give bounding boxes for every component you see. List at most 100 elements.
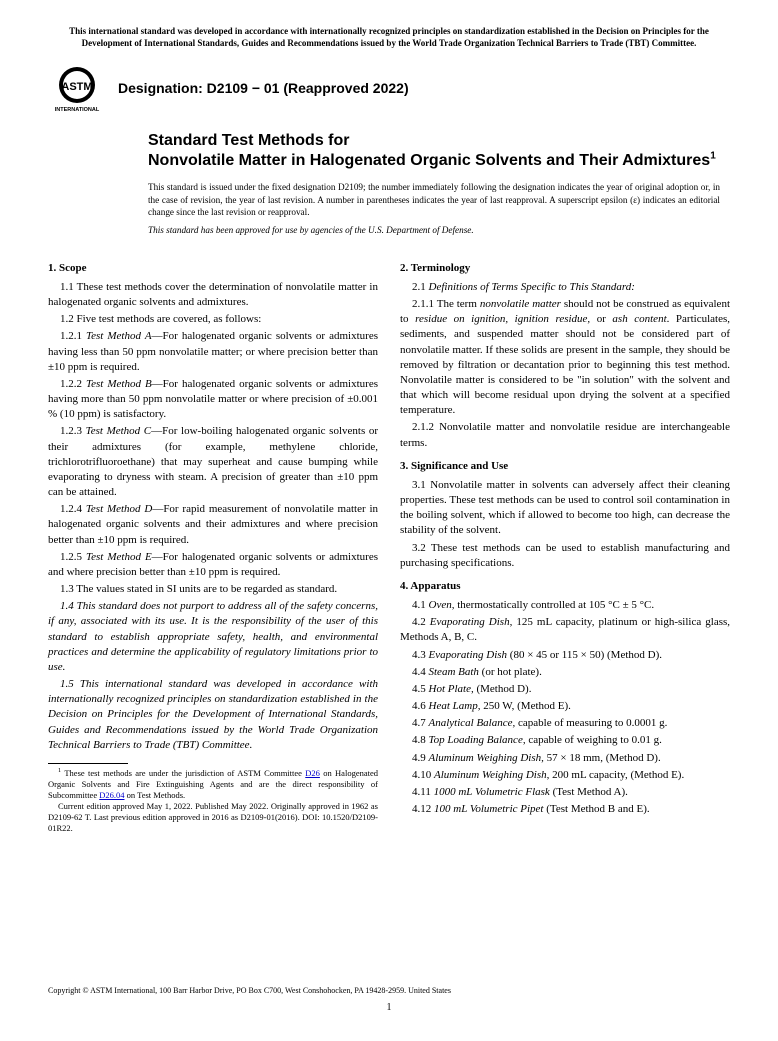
sec1-1: 1.1 These test methods cover the determi… bbox=[48, 280, 378, 310]
em: Oven, bbox=[429, 599, 455, 611]
rest: thermostatically controlled at 105 °C ± … bbox=[454, 599, 654, 611]
lead: 4.9 bbox=[412, 752, 429, 764]
em: Aluminum Weighing Dish, bbox=[429, 752, 544, 764]
em: 100 mL Volumetric Pipet bbox=[434, 803, 543, 815]
em: Evaporating Dish, bbox=[430, 616, 513, 628]
lead: 2.1 bbox=[412, 281, 429, 293]
column-right: 2. Terminology 2.1 Definitions of Terms … bbox=[400, 253, 730, 835]
header-row: ASTM INTERNATIONAL Designation: D2109 − … bbox=[48, 63, 730, 113]
lead: 1.2.2 bbox=[60, 378, 86, 390]
sec4-3: 4.3 Evaporating Dish (80 × 45 or 115 × 5… bbox=[400, 648, 730, 663]
sec1-2-4: 1.2.4 Test Method D—For rapid measuremen… bbox=[48, 502, 378, 548]
sec1-5: 1.5 This international standard was deve… bbox=[48, 677, 378, 753]
em: Test Method D bbox=[86, 503, 153, 515]
logo-text-top: ASTM bbox=[61, 81, 92, 93]
em: nonvolatile matter bbox=[480, 298, 561, 310]
lead: 4.7 bbox=[412, 717, 429, 729]
em: Test Method C bbox=[86, 425, 152, 437]
sec1-2-5: 1.2.5 Test Method E—For halogenated orga… bbox=[48, 550, 378, 580]
column-left: 1. Scope 1.1 These test methods cover th… bbox=[48, 253, 378, 835]
em: Hot Plate, bbox=[429, 683, 474, 695]
em: Analytical Balance, bbox=[429, 717, 516, 729]
columns: 1. Scope 1.1 These test methods cover th… bbox=[48, 253, 730, 835]
sec4-9: 4.9 Aluminum Weighing Dish, 57 × 18 mm, … bbox=[400, 751, 730, 766]
copyright: Copyright © ASTM International, 100 Barr… bbox=[48, 986, 451, 995]
sec1-2: 1.2 Five test methods are covered, as fo… bbox=[48, 312, 378, 327]
lead: 4.2 bbox=[412, 616, 430, 628]
sec4-5: 4.5 Hot Plate, (Method D). bbox=[400, 682, 730, 697]
em: ash content bbox=[612, 313, 666, 325]
lead: 4.6 bbox=[412, 700, 429, 712]
dod-note: This standard has been approved for use … bbox=[148, 225, 730, 235]
sec2-1-1: 2.1.1 The term nonvolatile matter should… bbox=[400, 297, 730, 418]
rest: 250 W, (Method E). bbox=[480, 700, 570, 712]
em: Heat Lamp, bbox=[429, 700, 481, 712]
sec3-head: 3. Significance and Use bbox=[400, 459, 730, 474]
rest: (Test Method A). bbox=[550, 786, 628, 798]
sec1-2-3: 1.2.3 Test Method C—For low-boiling halo… bbox=[48, 424, 378, 500]
top-notice: This international standard was develope… bbox=[48, 26, 730, 49]
lead: 4.11 bbox=[412, 786, 434, 798]
link-d2604[interactable]: D26.04 bbox=[99, 790, 124, 800]
lead: 4.5 bbox=[412, 683, 429, 695]
rest: 57 × 18 mm, (Method D). bbox=[544, 752, 661, 764]
rest: capable of weighing to 0.01 g. bbox=[526, 734, 662, 746]
rest: (80 × 45 or 115 × 50) (Method D). bbox=[507, 649, 662, 661]
lead: 4.4 bbox=[412, 666, 429, 678]
lead: 4.10 bbox=[412, 769, 434, 781]
logo-text-bottom: INTERNATIONAL bbox=[55, 107, 100, 113]
sec4-head: 4. Apparatus bbox=[400, 579, 730, 594]
footnote-2: Current edition approved May 1, 2022. Pu… bbox=[48, 801, 378, 834]
rest: (or hot plate). bbox=[479, 666, 542, 678]
fn-text: on Test Methods. bbox=[125, 790, 186, 800]
rest: (Method D). bbox=[474, 683, 532, 695]
title-line1: Standard Test Methods for bbox=[148, 132, 350, 149]
sec1-3: 1.3 The values stated in SI units are to… bbox=[48, 582, 378, 597]
lead: 4.1 bbox=[412, 599, 429, 611]
issuance-note: This standard is issued under the fixed … bbox=[148, 181, 730, 218]
lead: 4.12 bbox=[412, 803, 434, 815]
link-d26[interactable]: D26 bbox=[305, 768, 320, 778]
footnote-1: 1 These test methods are under the juris… bbox=[48, 768, 378, 801]
title-block: Standard Test Methods for Nonvolatile Ma… bbox=[148, 131, 730, 171]
sec4-4: 4.4 Steam Bath (or hot plate). bbox=[400, 665, 730, 680]
sec1-4: 1.4 This standard does not purport to ad… bbox=[48, 599, 378, 675]
t: or bbox=[590, 313, 612, 325]
fn-text: These test methods are under the jurisdi… bbox=[61, 768, 305, 778]
footnote-separator bbox=[48, 763, 128, 764]
sec1-2-2: 1.2.2 Test Method B—For halogenated orga… bbox=[48, 377, 378, 423]
sec1-2-1: 1.2.1 Test Method A—For halogenated orga… bbox=[48, 329, 378, 375]
em: Evaporating Dish bbox=[429, 649, 508, 661]
sec4-8: 4.8 Top Loading Balance, capable of weig… bbox=[400, 733, 730, 748]
sec4-6: 4.6 Heat Lamp, 250 W, (Method E). bbox=[400, 699, 730, 714]
em: Aluminum Weighing Dish, bbox=[434, 769, 549, 781]
em: 1.5 This international standard was deve… bbox=[48, 678, 378, 751]
em: Test Method A bbox=[86, 330, 152, 342]
t: . Particulates, sediments, and suspended… bbox=[400, 313, 730, 416]
lead: 1.2.4 bbox=[60, 503, 86, 515]
rest: (Test Method B and E). bbox=[543, 803, 649, 815]
em: Definitions of Terms Specific to This St… bbox=[429, 281, 635, 293]
sec4-7: 4.7 Analytical Balance, capable of measu… bbox=[400, 716, 730, 731]
sec3-1: 3.1 Nonvolatile matter in solvents can a… bbox=[400, 478, 730, 539]
rest: 200 mL capacity, (Method E). bbox=[549, 769, 684, 781]
title-line2: Nonvolatile Matter in Halogenated Organi… bbox=[148, 152, 710, 169]
em: 1.4 This standard does not purport to ad… bbox=[48, 600, 378, 673]
title-sup: 1 bbox=[710, 151, 716, 162]
sec4-1: 4.1 Oven, thermostatically controlled at… bbox=[400, 598, 730, 613]
lead: 4.8 bbox=[412, 734, 429, 746]
em: Top Loading Balance, bbox=[429, 734, 526, 746]
astm-logo: ASTM INTERNATIONAL bbox=[48, 63, 106, 113]
rest: capable of measuring to 0.0001 g. bbox=[515, 717, 667, 729]
lead: 1.2.5 bbox=[60, 551, 86, 563]
sec2-1-2: 2.1.2 Nonvolatile matter and nonvolatile… bbox=[400, 420, 730, 450]
em: Test Method E bbox=[86, 551, 152, 563]
lead: 1.2.1 bbox=[60, 330, 86, 342]
em: Steam Bath bbox=[429, 666, 479, 678]
sec2-1: 2.1 Definitions of Terms Specific to Thi… bbox=[400, 280, 730, 295]
sec1-head: 1. Scope bbox=[48, 261, 378, 276]
lead: 1.2.3 bbox=[60, 425, 86, 437]
t: 2.1.1 The term bbox=[412, 298, 480, 310]
sec4-2: 4.2 Evaporating Dish, 125 mL capacity, p… bbox=[400, 615, 730, 645]
em: residue on ignition, ignition residue, bbox=[415, 313, 590, 325]
